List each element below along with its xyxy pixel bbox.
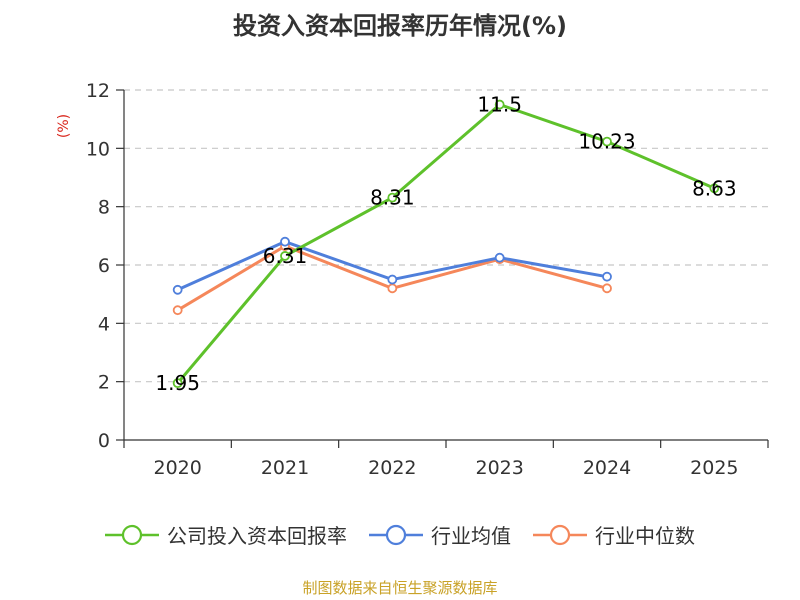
y-tick-label: 6	[98, 255, 110, 277]
x-tick-label: 2025	[690, 457, 738, 479]
x-tick-label: 2020	[153, 457, 201, 479]
data-point[interactable]	[172, 284, 183, 295]
data-label: 6.31	[263, 244, 308, 268]
data-point[interactable]	[172, 305, 183, 316]
chart-title: 投资入资本回报率历年情况(%)	[233, 12, 567, 40]
x-tick-label: 2021	[261, 457, 309, 479]
data-source: 制图数据来自恒生聚源数据库	[302, 579, 498, 597]
y-tick-label: 0	[98, 430, 110, 452]
data-label: 1.95	[155, 371, 200, 395]
legend-item-1[interactable]: 行业均值	[369, 520, 511, 549]
axes: 0 2 4 6 8 10 12 2020 2021 2022 2023 2024 2025 (%)	[56, 80, 769, 479]
data-label: 11.5	[477, 93, 522, 117]
series-line-0	[176, 103, 715, 385]
data-point[interactable]	[709, 183, 720, 194]
data-point[interactable]	[387, 283, 398, 294]
legend-swatch-icon	[105, 524, 159, 545]
legend: 公司投入资本回报率 行业均值 行业中位数	[0, 520, 800, 549]
data-point[interactable]	[602, 271, 612, 282]
data-point[interactable]	[494, 252, 505, 263]
legend-swatch-icon	[369, 524, 423, 545]
data-point[interactable]	[172, 378, 183, 389]
data-point[interactable]	[280, 251, 290, 261]
data-point[interactable]	[280, 236, 290, 247]
data-point[interactable]	[602, 283, 612, 294]
legend-label: 行业中位数	[595, 524, 695, 548]
series-layer	[172, 99, 720, 389]
y-tick-label: 10	[86, 138, 110, 160]
grid-lines	[124, 89, 768, 383]
y-tick-label: 2	[98, 372, 110, 394]
legend-item-2[interactable]: 行业中位数	[533, 520, 695, 549]
data-label: 8.31	[370, 186, 415, 210]
x-tick-label: 2022	[368, 457, 416, 479]
legend-item-0[interactable]: 公司投入资本回报率	[105, 520, 347, 549]
y-tick-label: 8	[98, 197, 110, 219]
y-tick-label: 12	[86, 80, 110, 102]
x-tick-label: 2023	[475, 457, 523, 479]
x-tick-label: 2024	[583, 457, 631, 479]
data-point[interactable]	[494, 99, 505, 110]
legend-swatch-icon	[533, 524, 587, 545]
data-point[interactable]	[602, 136, 612, 147]
legend-label: 公司投入资本回报率	[167, 524, 347, 548]
y-axis-label: (%)	[56, 114, 72, 138]
data-labels: 1.95 6.31 8.31 11.5 10.23 8.63	[155, 93, 736, 396]
data-point[interactable]	[387, 274, 398, 285]
y-tick-label: 4	[98, 313, 110, 335]
legend-label: 行业均值	[431, 524, 511, 548]
data-label: 10.23	[578, 130, 635, 154]
data-label: 8.63	[692, 176, 737, 200]
data-point[interactable]	[387, 192, 398, 203]
